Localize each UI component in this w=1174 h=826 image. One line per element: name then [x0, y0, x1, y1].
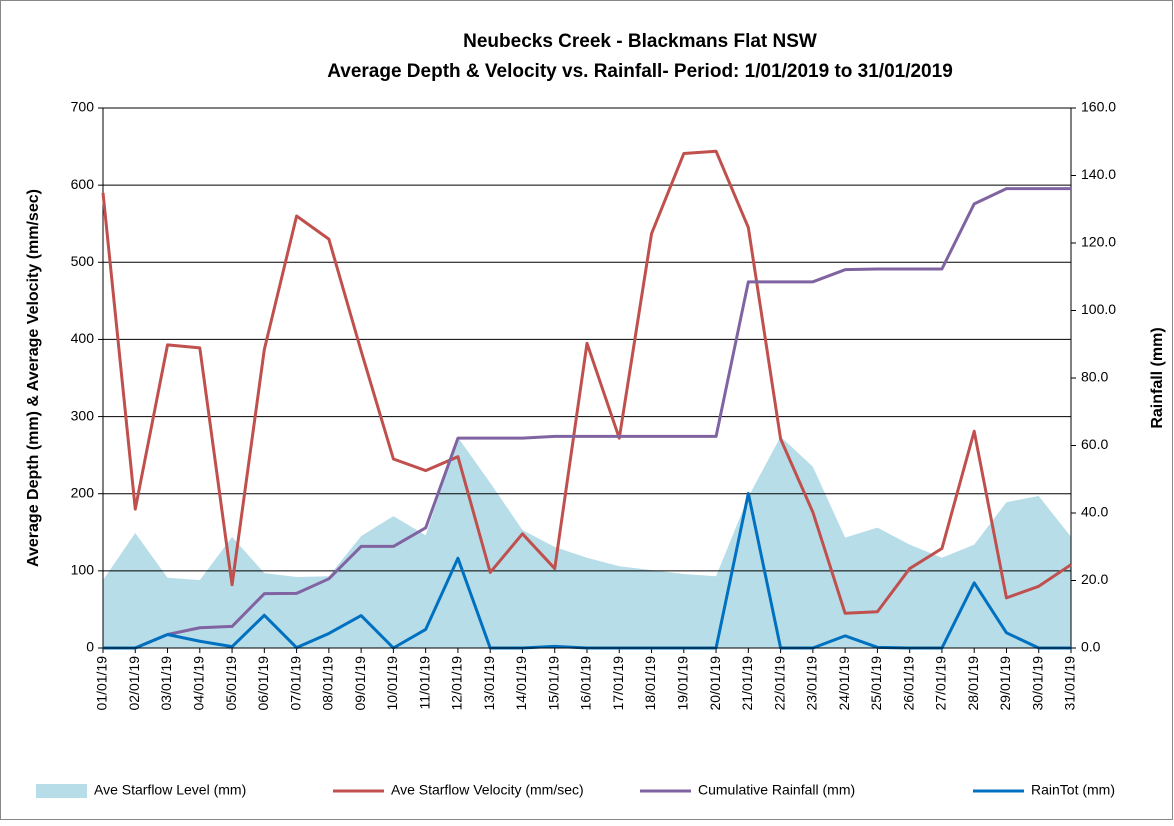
x-tick-label: 07/01/19: [287, 656, 303, 711]
y2-tick-label: 0.0: [1081, 639, 1101, 655]
x-tick-label: 08/01/19: [320, 656, 336, 711]
x-tick-label: 15/01/19: [545, 656, 561, 711]
y2-tick-label: 120.0: [1081, 234, 1116, 250]
x-tick-label: 17/01/19: [610, 656, 626, 711]
y-tick-label: 400: [71, 330, 95, 346]
x-tick-label: 11/01/19: [416, 656, 432, 710]
x-tick-label: 09/01/19: [352, 656, 368, 711]
y-tick-label: 0: [86, 639, 94, 655]
x-tick-label: 23/01/19: [804, 656, 820, 711]
x-tick-label: 26/01/19: [900, 656, 916, 711]
x-tick-label: 14/01/19: [513, 656, 529, 711]
x-tick-label: 28/01/19: [965, 656, 981, 711]
x-tick-label: 22/01/19: [771, 656, 787, 711]
x-tick-label: 29/01/19: [997, 656, 1013, 711]
area: [103, 436, 1071, 648]
x-tick-label: 12/01/19: [449, 656, 465, 711]
x-tick-label: 27/01/19: [933, 656, 949, 711]
x-tick-label: 20/01/19: [707, 656, 723, 711]
x-tick-label: 18/01/19: [642, 656, 658, 711]
y2-tick-label: 20.0: [1081, 571, 1108, 587]
y2-axis-label: Rainfall (mm): [1149, 327, 1166, 428]
y-axis-label: Average Depth (mm) & Average Velocity (m…: [25, 189, 42, 567]
legend-label: Ave Starflow Level (mm): [94, 782, 246, 798]
x-tick-label: 05/01/19: [223, 656, 239, 711]
y2-tick-label: 160.0: [1081, 99, 1116, 115]
y-tick-label: 300: [71, 407, 95, 423]
y-tick-label: 200: [71, 484, 95, 500]
y2-tick-label: 100.0: [1081, 301, 1116, 317]
y2-tick-label: 40.0: [1081, 504, 1108, 520]
legend-label: Cumulative Rainfall (mm): [698, 782, 855, 798]
chart-title: Neubecks Creek - Blackmans Flat NSW: [463, 31, 817, 52]
x-tick-label: 31/01/19: [1062, 656, 1078, 711]
x-tick-label: 06/01/19: [255, 656, 271, 711]
y-tick-label: 600: [71, 176, 95, 192]
chart-title: Average Depth & Velocity vs. Rainfall- P…: [327, 61, 953, 82]
x-tick-label: 02/01/19: [126, 656, 142, 711]
x-tick-label: 01/01/19: [94, 656, 110, 711]
y2-tick-label: 140.0: [1081, 166, 1116, 182]
y2-tick-label: 80.0: [1081, 369, 1108, 385]
line: [103, 187, 1071, 650]
x-tick-label: 25/01/19: [868, 656, 884, 711]
x-tick-label: 19/01/19: [675, 656, 691, 711]
legend-label: Ave Starflow Velocity (mm/sec): [391, 782, 584, 798]
x-tick-label: 21/01/19: [739, 656, 755, 711]
legend-swatch: [36, 784, 87, 798]
x-tick-label: 10/01/19: [384, 656, 400, 711]
line: [101, 149, 1072, 615]
y2-tick-label: 60.0: [1081, 436, 1108, 452]
y-tick-label: 100: [71, 562, 95, 578]
y-tick-label: 500: [71, 253, 95, 269]
x-tick-label: 30/01/19: [1029, 656, 1045, 711]
legend-label: RainTot (mm): [1031, 782, 1115, 798]
y-tick-label: 700: [71, 99, 95, 115]
x-tick-label: 13/01/19: [481, 656, 497, 711]
x-tick-label: 24/01/19: [836, 656, 852, 711]
x-tick-label: 16/01/19: [578, 656, 594, 711]
x-tick-label: 04/01/19: [191, 656, 207, 711]
x-tick-label: 03/01/19: [158, 656, 174, 711]
